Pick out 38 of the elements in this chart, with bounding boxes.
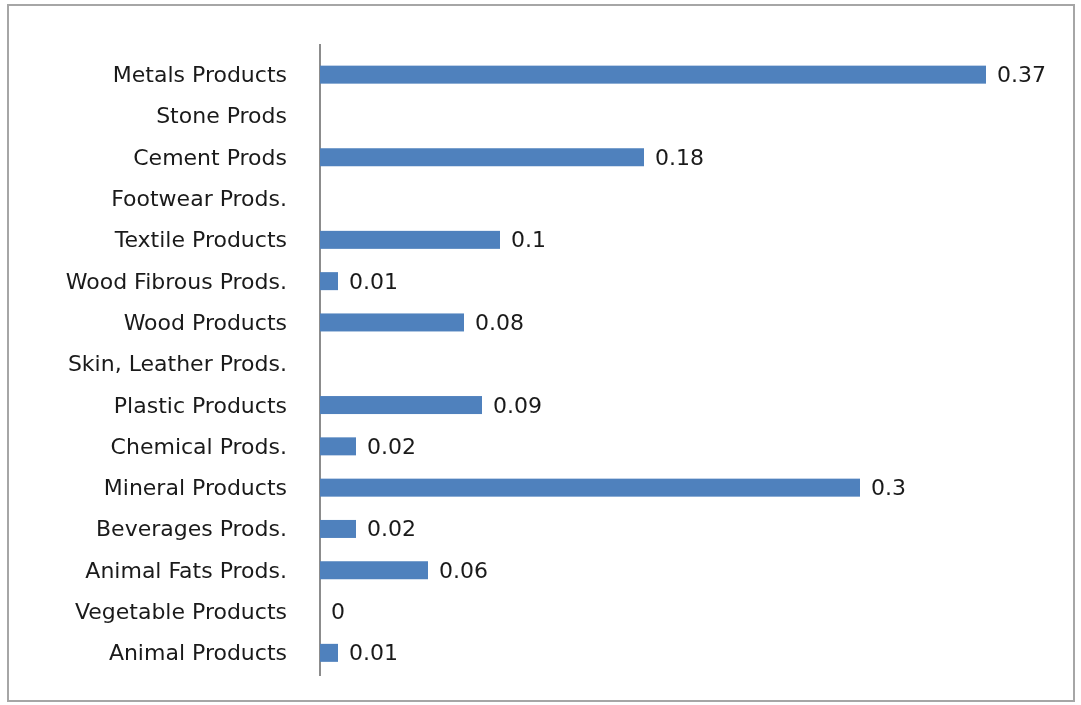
- data-label: 0.01: [349, 640, 398, 666]
- y-tick-label: Skin, Leather Prods.: [67, 351, 287, 377]
- bar: [320, 643, 338, 662]
- y-tick-label: Wood Products: [123, 309, 287, 335]
- bar: [320, 272, 338, 291]
- bar: [320, 65, 986, 84]
- bar: [320, 519, 356, 538]
- y-tick-label: Wood Fibrous Prods.: [65, 268, 287, 294]
- y-tick-label: Animal Fats Prods.: [85, 557, 287, 583]
- y-tick-label: Chemical Prods.: [110, 433, 287, 459]
- data-label: 0.3: [871, 475, 906, 501]
- y-tick-label: Textile Products: [113, 227, 287, 253]
- data-label: 0.09: [493, 392, 542, 418]
- data-label: 0.02: [367, 433, 416, 459]
- y-tick-label: Beverages Prods.: [96, 516, 287, 542]
- y-tick-label: Plastic Products: [113, 392, 287, 418]
- data-label: 0: [331, 599, 345, 625]
- bar: [320, 230, 500, 249]
- y-tick-label: Animal Products: [108, 640, 287, 666]
- bar: [320, 313, 464, 332]
- data-label: 0.01: [349, 268, 398, 294]
- y-tick-label: Metals Products: [112, 62, 287, 88]
- y-tick-label: Footwear Prods.: [111, 186, 287, 212]
- bar: [320, 437, 356, 456]
- data-label: 0.37: [997, 62, 1046, 88]
- bar: [320, 396, 482, 415]
- data-label: 0.18: [655, 144, 704, 170]
- data-label: 0.1: [511, 227, 546, 253]
- data-label: 0.02: [367, 516, 416, 542]
- y-tick-label: Cement Prods: [133, 144, 287, 170]
- data-label: 0.06: [439, 557, 488, 583]
- bar: [320, 478, 860, 497]
- y-tick-label: Mineral Products: [103, 475, 287, 501]
- bar: [320, 148, 644, 167]
- y-tick-label: Vegetable Products: [74, 599, 287, 625]
- bar: [320, 561, 428, 580]
- y-tick-label: Stone Prods: [156, 103, 287, 129]
- data-label: 0.08: [475, 309, 524, 335]
